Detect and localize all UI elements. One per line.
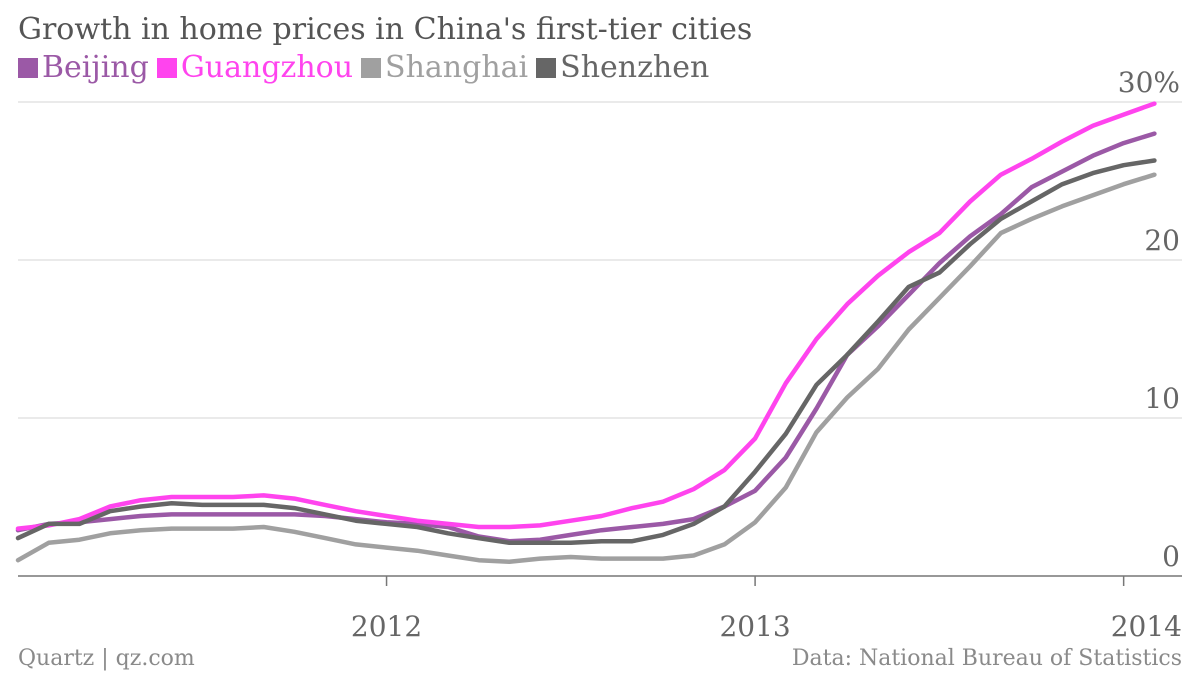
y-tick-label: 20 xyxy=(1144,224,1180,257)
y-tick-label: 10 xyxy=(1144,382,1180,415)
legend-item-guangzhou: Guangzhou xyxy=(156,50,354,85)
legend-swatch xyxy=(361,57,382,78)
x-tick-label: 2014 xyxy=(1111,610,1182,643)
chart-title: Growth in home prices in China's first-t… xyxy=(18,12,753,47)
legend-label: Guangzhou xyxy=(180,50,354,85)
legend-item-shanghai: Shanghai xyxy=(361,50,528,85)
legend-swatch xyxy=(18,57,38,78)
series-line-guangzhou xyxy=(15,101,1157,531)
legend-label: Shenzhen xyxy=(560,50,710,85)
source-credit: Quartz | qz.com xyxy=(18,646,195,671)
legend-item-shenzhen: Shenzhen xyxy=(536,50,709,85)
data-source-note: Data: National Bureau of Statistics xyxy=(791,646,1182,671)
legend-item-beijing: Beijing xyxy=(18,50,149,85)
y-tick-label: 30% xyxy=(1118,66,1180,99)
legend-label: Beijing xyxy=(42,50,149,85)
series-line-shanghai xyxy=(15,172,1157,565)
legend-swatch xyxy=(156,57,177,78)
x-tick-label: 2013 xyxy=(719,610,790,643)
x-tick-label: 2012 xyxy=(351,610,422,643)
legend-label: Shanghai xyxy=(385,50,529,85)
chart-legend: Beijing Guangzhou Shanghai Shenzhen xyxy=(18,50,717,85)
y-tick-label: 0 xyxy=(1162,540,1180,573)
legend-swatch xyxy=(536,57,557,78)
series-line-beijing xyxy=(15,131,1157,544)
series-line-shenzhen xyxy=(15,158,1157,546)
